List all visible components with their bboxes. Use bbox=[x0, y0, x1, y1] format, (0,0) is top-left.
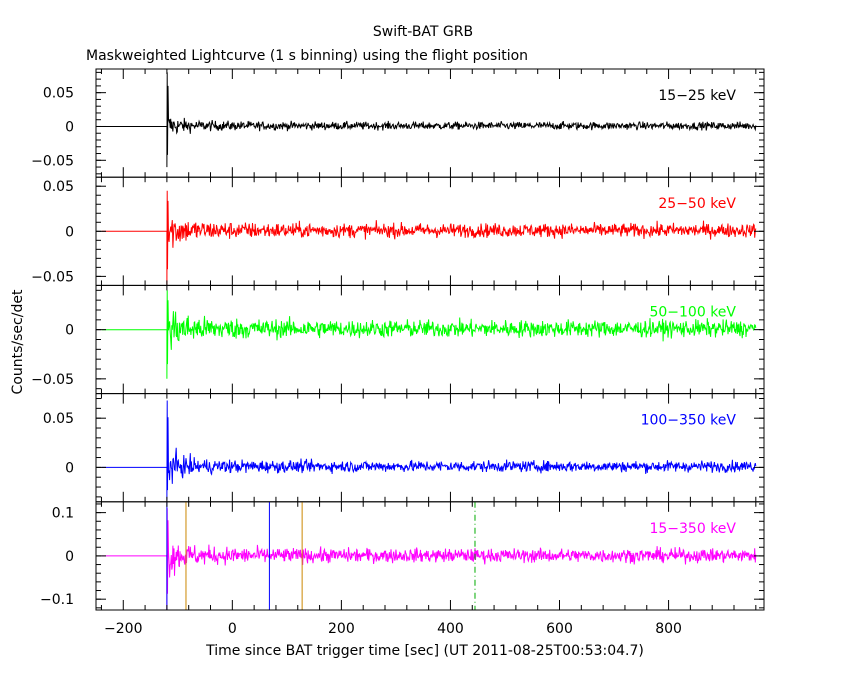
series-line bbox=[101, 190, 757, 286]
panel-25-50-kev: 0.05 0 −0.05 25−50 keV bbox=[31, 176, 765, 286]
series-line bbox=[101, 508, 757, 611]
band-label: 25−50 keV bbox=[658, 196, 736, 212]
x-tick-label: −200 bbox=[104, 621, 142, 637]
y-tick-label: −0.05 bbox=[31, 372, 74, 388]
chart-title: Swift-BAT GRB bbox=[373, 24, 473, 40]
chart-subtitle: Maskweighted Lightcurve (1 s binning) us… bbox=[86, 48, 528, 64]
y-tick-label: 0.05 bbox=[43, 179, 74, 195]
panel-15-25-kev: 0.05 0 −0.05 15−25 keV bbox=[31, 68, 765, 178]
panel-15-350-kev: 0.1 0 −0.1 15−350 keV bbox=[40, 501, 765, 611]
y-tick-label: −0.05 bbox=[31, 153, 74, 169]
y-tick-label: −0.05 bbox=[31, 269, 74, 285]
y-tick-label: 0 bbox=[65, 224, 74, 240]
panel-50-100-kev: 0 −0.05 50−100 keV bbox=[31, 284, 765, 395]
band-label: 15−350 keV bbox=[649, 521, 736, 537]
y-tick-label: −0.1 bbox=[40, 592, 74, 608]
x-tick-label: 800 bbox=[655, 621, 682, 637]
panel-frame bbox=[95, 284, 765, 395]
x-tick-label: 600 bbox=[546, 621, 573, 637]
y-tick-label: 0.1 bbox=[52, 506, 74, 522]
y-tick-label: 0 bbox=[65, 460, 74, 476]
panel-group: 0.05 0 −0.05 15−25 keV 0.05 0 −0.05 25−50 keV 0 −… bbox=[31, 68, 765, 637]
y-tick-label: 0 bbox=[65, 119, 74, 135]
x-tick-label: 0 bbox=[228, 621, 237, 637]
y-axis-title: Counts/sec/det bbox=[10, 289, 26, 394]
band-label: 50−100 keV bbox=[649, 304, 736, 320]
y-tick-label: 0 bbox=[65, 323, 74, 339]
y-tick-label: 0.05 bbox=[43, 86, 74, 102]
series-line bbox=[101, 290, 757, 379]
panel-100-350-kev: 0.05 0 100−350 keV bbox=[43, 393, 765, 503]
band-label: 100−350 keV bbox=[641, 413, 737, 429]
y-tick-label: 0 bbox=[65, 549, 74, 565]
x-axis-title: Time since BAT trigger time [sec] (UT 20… bbox=[205, 643, 644, 659]
panel-frame bbox=[95, 393, 765, 503]
series-line bbox=[101, 400, 757, 500]
x-tick-label: 400 bbox=[437, 621, 464, 637]
series-line bbox=[101, 72, 757, 168]
x-tick-label: 200 bbox=[328, 621, 355, 637]
y-tick-label: 0.05 bbox=[43, 411, 74, 427]
band-label: 15−25 keV bbox=[658, 88, 736, 104]
